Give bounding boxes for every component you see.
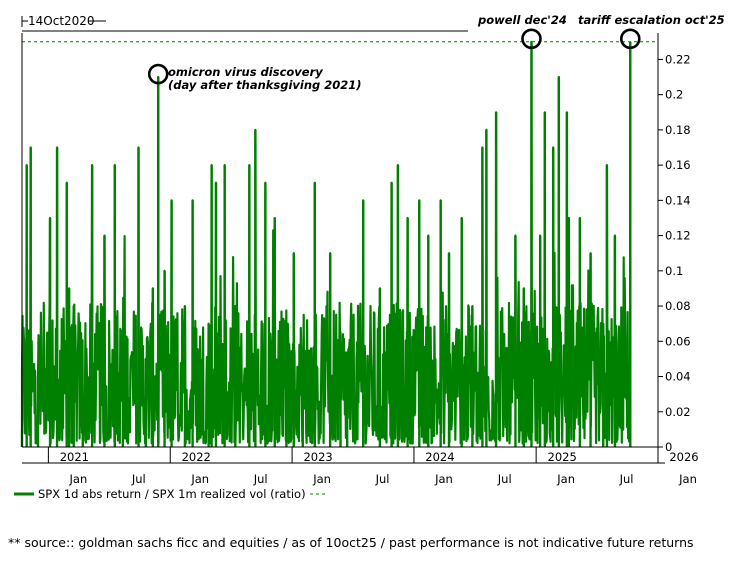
y-tick-label: 0.18 [665, 123, 691, 137]
x-month-label: Jul [253, 472, 268, 486]
y-tick-label: 0.12 [665, 229, 691, 243]
x-month-label: Jul [619, 472, 634, 486]
y-tick-label: 0.02 [665, 405, 691, 419]
y-tick-label: 0.08 [665, 299, 691, 313]
x-month-label: Jul [131, 472, 146, 486]
x-month-label: Jan [190, 472, 209, 486]
footnote: ** source:: goldman sachs ficc and equit… [8, 535, 694, 550]
y-tick-label: 0.04 [665, 370, 691, 384]
x-year-label: 2021 [60, 450, 89, 464]
y-tick-label: 0.16 [665, 158, 691, 172]
annotation-text-powell: powell dec'24 [477, 13, 567, 27]
x-month-label: Jan [312, 472, 331, 486]
annotation-text-omicron: omicron virus discovery [168, 65, 323, 79]
annotation-text-tariff: tariff escalation oct'25 [578, 13, 725, 27]
x-month-label: Jan [556, 472, 575, 486]
x-year-label: 2023 [303, 450, 332, 464]
x-year-label: 2026 [669, 450, 698, 464]
x-year-label: 2025 [548, 450, 577, 464]
annotation-text-omicron: (day after thanksgiving 2021) [168, 78, 362, 92]
x-year-label: 2022 [182, 450, 211, 464]
y-tick-label: 0.14 [665, 193, 691, 207]
chart: 0 0.02 0.04 0.06 0.08 0.1 0.12 0.14 0.16 0.18 0.2 0… [14, 13, 725, 501]
x-month-label: Jan [69, 472, 88, 486]
x-month-label: Jul [375, 472, 390, 486]
y-tick-label: 0.22 [665, 52, 691, 66]
x-month-label: Jul [497, 472, 512, 486]
annotation-circle-omicron [147, 63, 169, 85]
annotation-circle-tariff [619, 28, 641, 50]
top-start-label: 14Oct2020 [28, 14, 95, 28]
legend-label: SPX 1d abs return / SPX 1m realized vol … [38, 487, 306, 501]
x-month-label: Jan [434, 472, 453, 486]
y-tick-label: 0.1 [665, 264, 683, 278]
x-year-label: 2024 [425, 450, 454, 464]
x-month-label: Jan [678, 472, 697, 486]
y-tick-label: 0.06 [665, 334, 691, 348]
annotation-circle-powell [521, 28, 542, 50]
y-tick-label: 0.2 [665, 88, 683, 102]
y-tick-label: 0 [665, 440, 672, 454]
